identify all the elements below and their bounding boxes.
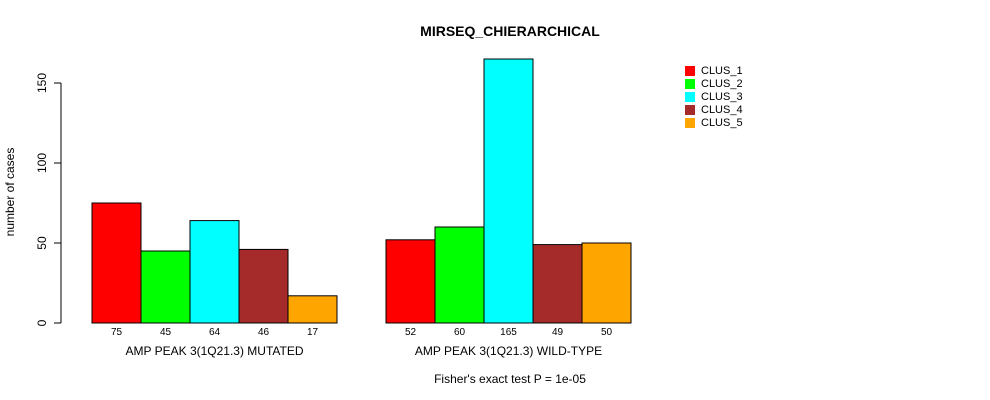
legend-item-clus_1: CLUS_1 — [685, 65, 743, 77]
legend-item-clus_3: CLUS_3 — [685, 91, 743, 103]
y-tick-label: 100 — [35, 153, 49, 173]
bar-group-2: 52 60 165 49 50 AMP PEAK 3(1Q21.3) WILD-TYPE — [385, 58, 632, 358]
y-tick-label: 150 — [35, 73, 49, 93]
legend-label: CLUS_5 — [701, 117, 743, 129]
bar-2-clus_3 — [483, 58, 534, 324]
legend-label: CLUS_4 — [701, 104, 743, 116]
bar-value-label: 46 — [258, 327, 270, 338]
legend-label: CLUS_1 — [701, 65, 743, 77]
bar-value-label: 49 — [552, 327, 564, 338]
legend-swatch — [685, 118, 695, 128]
bar-1-clus_5 — [287, 295, 338, 324]
y-tick-label: 50 — [35, 236, 49, 250]
legend-swatch — [685, 105, 695, 115]
bar-value-label: 50 — [601, 327, 613, 338]
legend-item-clus_4: CLUS_4 — [685, 104, 743, 116]
y-axis-label: number of cases — [3, 148, 17, 237]
bar-value-label: 165 — [500, 327, 517, 338]
fisher-test-label: Fisher's exact test P = 1e-05 — [434, 372, 586, 386]
bar-value-label: 45 — [160, 327, 172, 338]
bar-group-1: 75 45 64 46 17 AMP PEAK 3(1Q21.3) MUTATED — [91, 202, 338, 358]
bar-groups: 75 45 64 46 17 AMP PEAK 3(1Q21.3) MUTATED 52 60… — [91, 58, 632, 358]
bar-1-clus_3 — [189, 220, 240, 324]
bar-1-clus_2 — [140, 250, 191, 324]
bar-2-clus_2 — [434, 226, 485, 324]
y-axis: 0 50 100 150 — [35, 73, 62, 326]
bar-value-label: 17 — [307, 327, 319, 338]
legend-item-clus_2: CLUS_2 — [685, 78, 743, 90]
legend-item-clus_5: CLUS_5 — [685, 117, 743, 129]
bar-2-clus_5 — [581, 242, 632, 324]
legend-swatch — [685, 66, 695, 76]
bar-2-clus_4 — [532, 244, 583, 324]
bar-value-label: 75 — [111, 327, 123, 338]
legend-swatch — [685, 79, 695, 89]
legend-label: CLUS_2 — [701, 78, 743, 90]
chart-title: MIRSEQ_CHIERARCHICAL — [420, 23, 600, 39]
bar-1-clus_1 — [91, 202, 142, 324]
bar-value-label: 64 — [209, 327, 221, 338]
bar-2-clus_1 — [385, 239, 436, 324]
bar-1-clus_4 — [238, 248, 289, 324]
group-label-1: AMP PEAK 3(1Q21.3) MUTATED — [125, 344, 303, 358]
y-tick-label: 0 — [35, 319, 49, 326]
legend-swatch — [685, 92, 695, 102]
group-label-2: AMP PEAK 3(1Q21.3) WILD-TYPE — [415, 344, 602, 358]
legend-label: CLUS_3 — [701, 91, 743, 103]
bar-value-label: 52 — [405, 327, 417, 338]
bar-value-label: 60 — [454, 327, 466, 338]
